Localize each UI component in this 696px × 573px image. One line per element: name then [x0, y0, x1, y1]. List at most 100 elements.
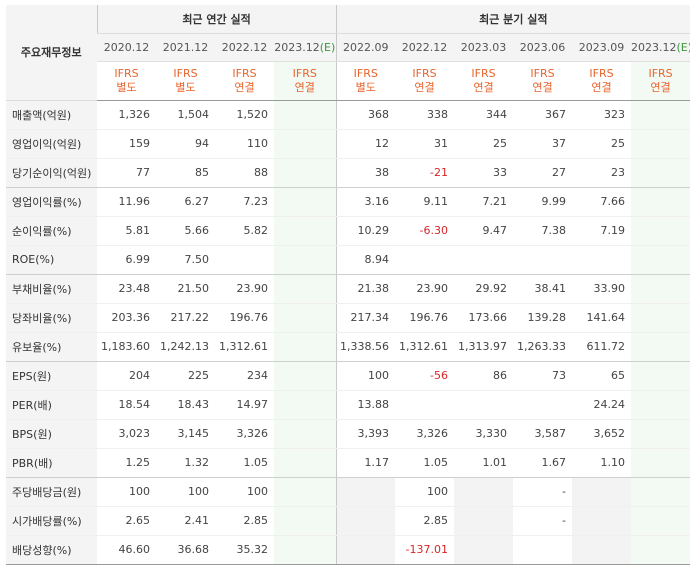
table-row: BPS(원) 3,023 3,145 3,326 3,393 3,326 3,330 3,58… [6, 419, 691, 449]
table-cell [274, 245, 337, 275]
table-cell: 100 [335, 361, 396, 391]
table-row: 당좌비율(%) 203.36 217.22 196.76 217.34 196.76 173… [6, 303, 691, 333]
table-cell: -6.30 [395, 216, 455, 246]
table-cell: 23.48 [97, 274, 156, 304]
table-cell: 13.88 [335, 390, 396, 420]
table-cell: 23.90 [395, 274, 455, 304]
table-cell: 85 [156, 158, 215, 188]
table-cell [572, 506, 632, 536]
table-cell: 65 [572, 361, 632, 391]
table-cell: 1,312.61 [215, 332, 274, 362]
table-cell: 10.29 [335, 216, 396, 246]
table-cell: 1.01 [454, 448, 514, 478]
basis-2: IFRS 연결 [215, 61, 274, 101]
table-cell: 368 [335, 100, 396, 130]
period-8: 2023.09 [572, 33, 632, 62]
table-cell [395, 390, 455, 420]
table-cell: 7.66 [572, 187, 632, 217]
table-cell: 1.25 [97, 448, 156, 478]
table-cell: 7.23 [215, 187, 274, 217]
table-row: PER(배) 18.54 18.43 14.97 13.88 24.24 [6, 390, 691, 420]
table-cell [454, 390, 514, 420]
table-cell: 6.27 [156, 187, 215, 217]
table-cell: 100 [215, 477, 274, 507]
table-cell: 3,023 [97, 419, 156, 449]
table-cell [572, 245, 632, 275]
table-cell: 18.43 [156, 390, 215, 420]
table-cell [631, 216, 691, 246]
table-cell [513, 390, 573, 420]
table-cell [274, 303, 337, 333]
table-cell: -137.01 [395, 535, 455, 565]
table-cell: 1,183.60 [97, 332, 156, 362]
table-cell: 159 [97, 129, 156, 159]
financial-info-label: 주요재무정보 [6, 5, 97, 101]
row-label: 시가배당률(%) [6, 506, 97, 536]
table-row: 영업이익률(%) 11.96 6.27 7.23 3.16 9.11 7.21 9.99 7.6… [6, 187, 691, 217]
table-cell: 1.17 [335, 448, 396, 478]
table-cell: 3,145 [156, 419, 215, 449]
table-row: 부채비율(%) 23.48 21.50 23.90 21.38 23.90 29.92 38.… [6, 274, 691, 304]
table-cell: 6.99 [97, 245, 156, 275]
table-cell: 141.64 [572, 303, 632, 333]
basis-6: IFRS 연결 [454, 61, 514, 101]
table-cell: 1,242.13 [156, 332, 215, 362]
table-cell [274, 100, 337, 130]
table-row: 영업이익(억원) 159 94 110 12 31 25 37 25 [6, 129, 691, 159]
table-cell [335, 535, 396, 565]
basis-4: IFRS 별도 [335, 61, 396, 101]
table-cell [274, 448, 337, 478]
table-cell [274, 158, 337, 188]
table-cell: 323 [572, 100, 632, 130]
table-cell [631, 129, 691, 159]
table-cell: 25 [454, 129, 514, 159]
table-cell: 73 [513, 361, 573, 391]
table-cell: 1,504 [156, 100, 215, 130]
table-cell: 33 [454, 158, 514, 188]
table-row: 주당배당금(원) 100 100 100 100- [6, 477, 691, 507]
table-cell [274, 390, 337, 420]
table-cell: - [513, 506, 573, 536]
table-cell: 9.99 [513, 187, 573, 217]
basis-9: IFRS 연결 [631, 61, 691, 101]
table-cell: 36.68 [156, 535, 215, 565]
table-cell: 100 [156, 477, 215, 507]
table-cell: 1.05 [215, 448, 274, 478]
basis-5: IFRS 연결 [395, 61, 455, 101]
period-0: 2020.12 [97, 33, 156, 62]
table-row: 순이익률(%) 5.81 5.66 5.82 10.29 -6.30 9.47 7.38 7.1… [6, 216, 691, 246]
table-cell: 196.76 [215, 303, 274, 333]
table-cell [631, 390, 691, 420]
table-cell: 203.36 [97, 303, 156, 333]
table-cell: 3,326 [395, 419, 455, 449]
table-cell: 77 [97, 158, 156, 188]
table-cell [631, 274, 691, 304]
table-cell: 3.16 [335, 187, 396, 217]
basis-0: IFRS 별도 [97, 61, 156, 101]
table-cell: 1,326 [97, 100, 156, 130]
row-label: PBR(배) [6, 448, 97, 478]
table-cell: 12 [335, 129, 396, 159]
table-cell: 3,652 [572, 419, 632, 449]
period-3: 2023.12(E) [274, 33, 337, 62]
period-4: 2022.09 [335, 33, 396, 62]
table-cell: 24.24 [572, 390, 632, 420]
financial-table-container: 주요재무정보 최근 연간 실적 최근 분기 실적 2020.12 2021.12 2… [0, 5, 696, 573]
table-row: 매출액(억원) 1,326 1,504 1,520 368 338 344 367 323 [6, 100, 691, 130]
period-1: 2021.12 [156, 33, 215, 62]
table-cell [274, 477, 337, 507]
table-cell: 1.05 [395, 448, 455, 478]
table-cell: 1,263.33 [513, 332, 573, 362]
row-label: EPS(원) [6, 361, 97, 391]
accounting-basis-row: IFRS 별도 IFRS 별도 IFRS 연결 IFRS 연결 IFRS 별도 IFRS 연결 IFRS… [6, 61, 691, 101]
table-cell: 204 [97, 361, 156, 391]
period-2: 2022.12 [215, 33, 274, 62]
table-cell: 234 [215, 361, 274, 391]
table-row: 배당성향(%) 46.60 36.68 35.32 -137.01 [6, 535, 691, 565]
table-cell [631, 332, 691, 362]
period-6: 2023.03 [454, 33, 514, 62]
period-7: 2023.06 [513, 33, 573, 62]
quarterly-results-title: 최근 분기 실적 [335, 5, 691, 34]
financial-summary-table: 주요재무정보 최근 연간 실적 최근 분기 실적 2020.12 2021.12 2… [6, 5, 691, 565]
table-cell: 1,312.61 [395, 332, 455, 362]
